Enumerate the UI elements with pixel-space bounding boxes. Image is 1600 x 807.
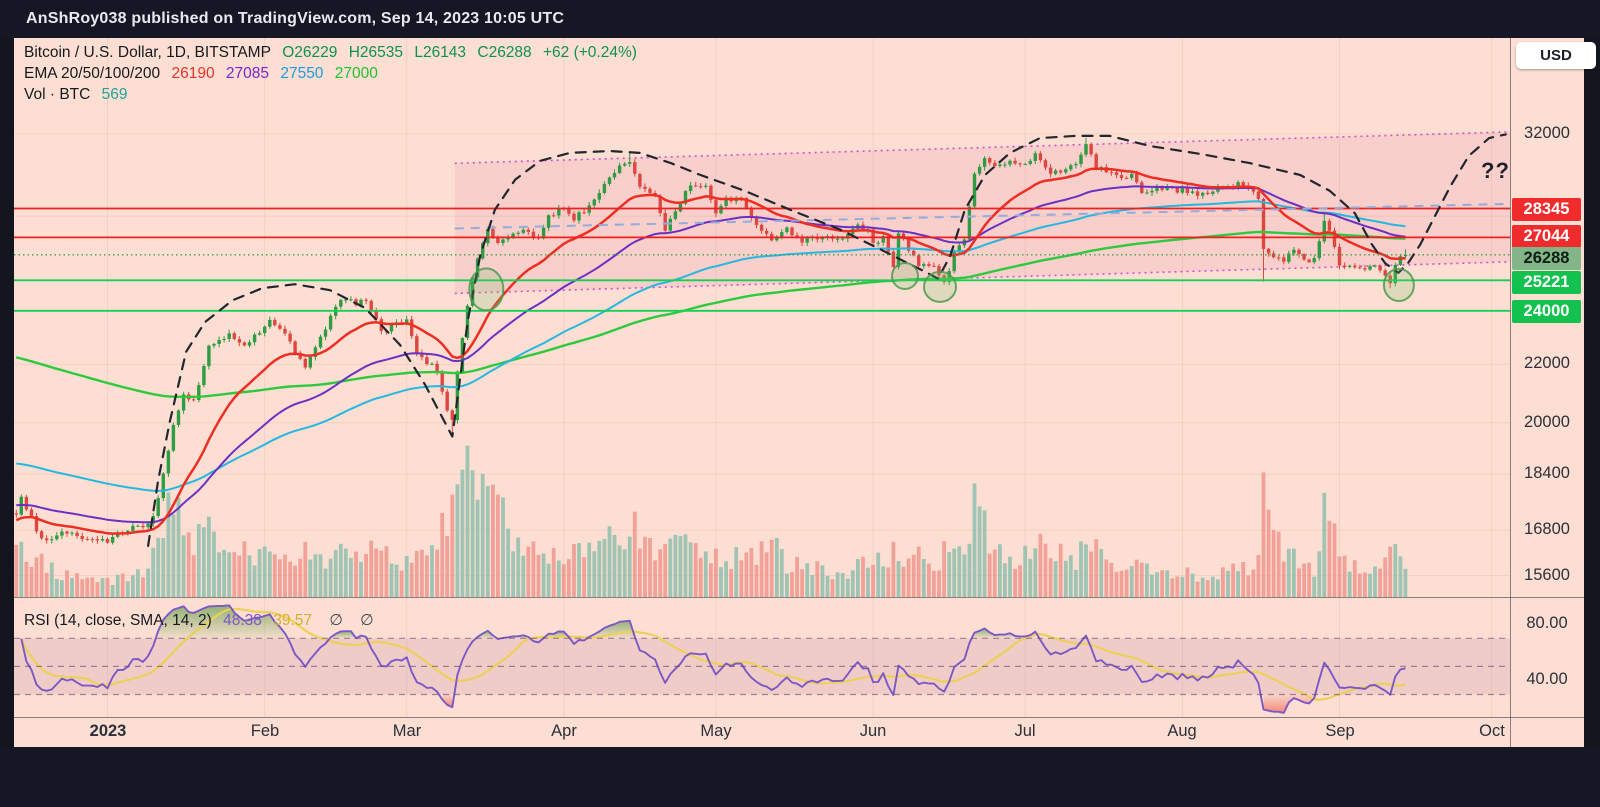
publish-header: AnShRoy038 published on TradingView.com,… [0,0,1600,38]
timeaxis-separator[interactable] [14,717,1584,718]
symbol-title[interactable]: Bitcoin / U.S. Dollar, 1D, BITSTAMP [24,44,271,61]
ema200-value: 27000 [334,65,378,82]
time-axis-label[interactable]: Sep [1325,722,1355,740]
time-axis-label[interactable]: Oct [1479,722,1505,740]
price-tick-label: 22000 [1524,354,1570,372]
ohlc-open: O26229 [282,44,338,61]
pane-separator[interactable] [14,597,1584,598]
price-level-label[interactable]: 25221 [1512,271,1581,294]
rsi-tick-label: 40.00 [1526,670,1568,688]
price-tick-label: 16800 [1524,520,1570,538]
rsi-ma-value: 39.57 [273,612,313,629]
volume-label[interactable]: Vol · BTC [24,86,91,103]
footer-bar: TradingView [0,747,1600,807]
rsi-tick-label: 80.00 [1526,614,1568,632]
time-axis-label[interactable]: Jul [1014,722,1036,740]
ema20-value: 26190 [171,65,215,82]
price-level-label[interactable]: 26288 [1512,247,1581,270]
price-tick-label: 15600 [1524,566,1570,584]
time-axis-label[interactable]: Mar [392,722,422,740]
price-tick-label: 20000 [1524,413,1570,431]
time-axis-label[interactable]: Feb [250,722,280,740]
change-value: +62 (+0.24%) [542,44,637,61]
ohlc-low: L26143 [414,44,467,61]
rsi-legend[interactable]: RSI (14, close, SMA, 14, 2) 48.38 39.57 … [24,611,381,630]
time-axis-label[interactable]: May [700,722,732,740]
time-axis-label[interactable]: Jun [859,722,887,740]
publish-caption: AnShRoy038 published on TradingView.com,… [26,10,565,27]
price-level-label[interactable]: 28345 [1512,198,1581,221]
price-level-label[interactable]: 24000 [1512,300,1581,323]
ema100-value: 27550 [280,65,324,82]
ema50-value: 27085 [225,65,270,82]
rsi-value: 48.38 [223,612,262,629]
time-axis-label[interactable]: Apr [551,722,577,740]
price-tick-label: 18400 [1524,464,1570,482]
volume-legend[interactable]: Vol · BTC 569 [24,86,135,104]
rsi-empty-icon: ∅ [329,612,343,629]
time-axis-label[interactable]: 2023 [89,722,127,740]
rsi-label[interactable]: RSI (14, close, SMA, 14, 2) [24,612,212,629]
question-marks-annotation[interactable]: ?? [1481,158,1510,183]
volume-value: 569 [101,86,128,103]
ema-legend[interactable]: EMA 20/50/100/200 26190 27085 27550 2700… [24,65,385,83]
chart-background [14,38,1584,747]
symbol-legend[interactable]: Bitcoin / U.S. Dollar, 1D, BITSTAMP O262… [24,44,644,62]
ema-label[interactable]: EMA 20/50/100/200 [24,65,161,82]
time-axis-label[interactable]: Aug [1167,722,1197,740]
ohlc-high: H26535 [348,44,404,61]
rsi-empty-icon: ∅ [360,612,374,629]
price-level-label[interactable]: 27044 [1512,225,1581,248]
currency-toggle-button[interactable]: USD [1516,42,1596,69]
ohlc-close: C26288 [477,44,532,61]
priceaxis-separator[interactable] [1510,38,1511,747]
price-tick-label: 32000 [1524,124,1570,142]
